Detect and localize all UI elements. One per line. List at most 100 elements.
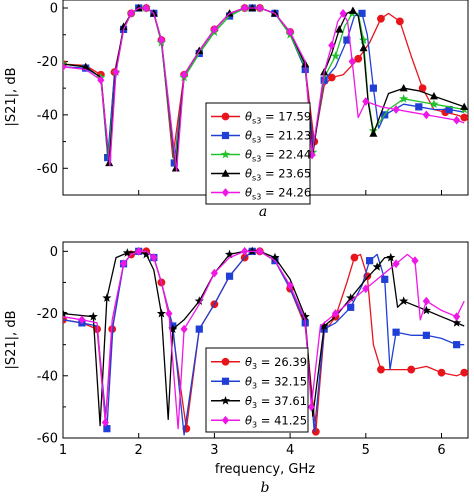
data-point — [127, 8, 135, 18]
data-point — [195, 325, 203, 333]
data-point — [194, 296, 204, 305]
data-point — [63, 308, 68, 318]
data-point — [348, 57, 356, 66]
data-point — [270, 252, 280, 262]
legend-marker — [220, 395, 231, 405]
data-point — [445, 105, 453, 114]
data-point — [119, 259, 128, 269]
y-tick-label: 0 — [50, 2, 58, 17]
data-point — [386, 252, 396, 262]
panel-a-ticks: 0 -20 -40 -60 — [37, 2, 443, 196]
data-point — [102, 293, 112, 302]
data-point — [335, 25, 344, 33]
panel-a-plot-area — [63, 3, 468, 172]
data-point — [180, 70, 188, 80]
data-point — [346, 293, 356, 302]
x-tick-label: 4 — [286, 443, 294, 458]
data-point — [348, 6, 357, 14]
legend-entry: θs3 = 23.65 — [211, 167, 311, 183]
x-tick-label: 1 — [59, 443, 67, 458]
data-point — [256, 3, 264, 13]
legend-marker — [221, 377, 230, 385]
data-point — [241, 246, 249, 256]
series-line — [63, 250, 465, 430]
data-point — [339, 8, 347, 18]
data-point — [460, 113, 468, 122]
data-point — [343, 36, 351, 44]
data-point — [112, 67, 120, 77]
panel-b-ticks: 0 -20 -40 -601 2 3 4 5 6 — [37, 245, 446, 458]
legend-label: θs3 = 21.23 — [245, 129, 311, 145]
legend-entry: θ3 = 26.39 — [211, 355, 307, 371]
data-point — [369, 129, 378, 137]
data-point — [330, 51, 341, 60]
data-point — [307, 402, 315, 412]
legend-label: θ3 = 32.15 — [245, 374, 307, 390]
data-point — [421, 305, 431, 315]
panel-b: 0 -20 -40 -601 2 3 4 5 6 |S21|, dB frequency, GH… — [4, 241, 469, 496]
y-tick-label: -40 — [37, 108, 58, 123]
y-tick-label: -20 — [37, 55, 58, 70]
x-tick-label: 2 — [135, 443, 143, 458]
data-point — [286, 281, 294, 290]
data-point — [210, 24, 219, 34]
data-point — [422, 296, 430, 306]
data-point — [392, 328, 400, 336]
data-point — [429, 91, 438, 100]
data-point — [460, 368, 468, 377]
data-point — [225, 272, 234, 280]
legend-entry: θs3 = 21.23 — [211, 129, 311, 145]
data-point — [331, 309, 340, 318]
legend-label: θ3 = 41.25 — [245, 413, 307, 429]
data-point — [156, 308, 166, 318]
data-point — [135, 246, 143, 256]
data-point — [81, 62, 90, 70]
data-point — [328, 41, 336, 50]
panel-b-plot-area — [63, 246, 468, 436]
data-point — [311, 427, 320, 436]
legend-label: θs3 = 17.59 — [245, 110, 311, 126]
data-point — [362, 97, 370, 106]
data-point — [392, 105, 400, 114]
data-point — [88, 311, 98, 321]
legend-label: θs3 = 23.65 — [245, 167, 311, 183]
legend-entry: θs3 = 24.26 — [211, 186, 311, 202]
data-point — [358, 35, 369, 44]
panel-a-letter: a — [259, 204, 267, 220]
data-point — [407, 365, 416, 374]
data-point — [165, 309, 173, 318]
data-point — [63, 62, 67, 72]
data-point — [78, 315, 86, 325]
data-point — [286, 27, 294, 37]
panel-b-frame — [62, 241, 469, 439]
y-tick-label: 0 — [50, 245, 58, 260]
data-point — [453, 341, 461, 349]
data-point — [103, 425, 111, 433]
y-tick-label: -40 — [37, 369, 58, 384]
panel-a: 0 -20 -40 -60 |S21|, dB a θs3 = 17.59 θs3 = … — [4, 0, 469, 220]
x-tick-label: 6 — [437, 443, 445, 458]
legend-entry: θs3 = 17.59 — [211, 110, 311, 126]
data-point — [392, 259, 400, 269]
data-point — [168, 324, 178, 333]
data-point — [350, 253, 359, 262]
panel-a-legend: θs3 = 17.59 θs3 = 21.23 θs3 = 22.44 θs3 = 2… — [205, 102, 311, 205]
data-point — [358, 9, 366, 17]
data-point — [399, 83, 408, 92]
legend-marker — [221, 131, 230, 140]
data-point — [142, 3, 150, 13]
data-point — [415, 103, 423, 111]
data-point — [122, 248, 132, 257]
data-point — [347, 303, 355, 311]
panel-b-letter: b — [261, 480, 270, 496]
data-point — [372, 262, 382, 271]
data-point — [300, 311, 310, 321]
y-tick-label: -20 — [37, 307, 58, 322]
panel-a-y-axis-label: |S21|, dB — [4, 68, 19, 127]
legend-marker — [221, 415, 230, 425]
data-point — [422, 331, 430, 339]
y-tick-label: -60 — [37, 162, 58, 177]
data-point — [369, 84, 377, 92]
data-point — [411, 256, 419, 266]
